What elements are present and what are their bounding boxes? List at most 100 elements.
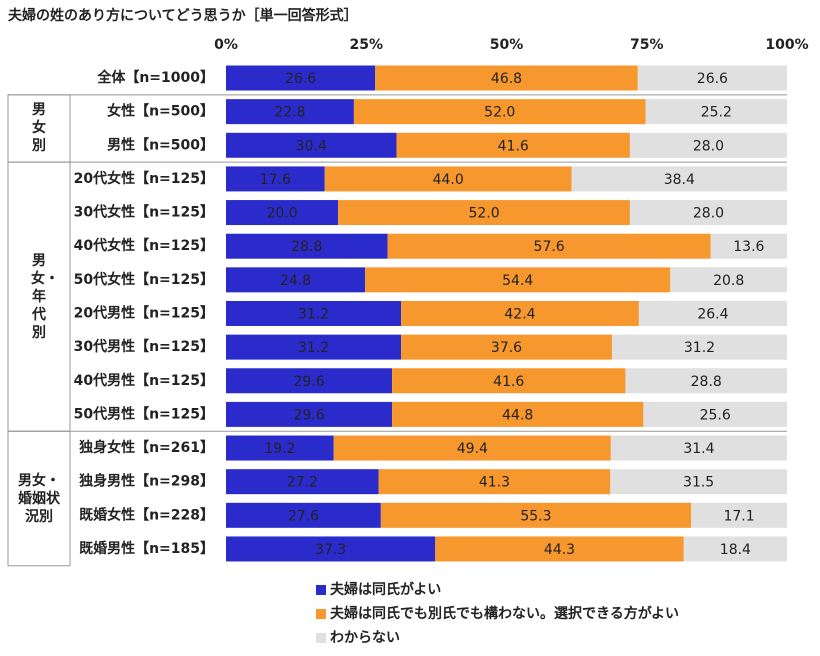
bar-segment bbox=[643, 401, 787, 427]
bar-segment bbox=[324, 166, 572, 192]
bar-segment bbox=[710, 233, 787, 259]
data-label: 20.8 bbox=[713, 273, 744, 289]
data-label: 31.2 bbox=[298, 340, 329, 356]
data-label: 57.6 bbox=[534, 239, 565, 255]
bar-segment bbox=[226, 99, 354, 125]
legend-label: わからない bbox=[330, 630, 400, 646]
data-label: 37.3 bbox=[315, 542, 346, 558]
x-tick-label: 25% bbox=[349, 37, 383, 53]
bar-segment bbox=[226, 132, 397, 158]
data-label: 30.4 bbox=[296, 138, 327, 154]
bar-segment bbox=[226, 469, 379, 495]
bar-segment bbox=[670, 267, 787, 293]
data-label: 31.4 bbox=[683, 441, 714, 457]
bar-segment bbox=[378, 469, 611, 495]
legend-swatch bbox=[316, 633, 326, 643]
chart-title: 夫婦の姓のあり方についてどう思うか［単一回答形式］ bbox=[8, 7, 358, 24]
bar-segment bbox=[637, 65, 787, 91]
bar-segment bbox=[401, 334, 612, 360]
y-tick-label: 20代男性【n=125】 bbox=[74, 304, 214, 321]
data-label: 20.0 bbox=[267, 206, 298, 222]
data-label: 24.8 bbox=[280, 273, 311, 289]
data-label: 27.2 bbox=[287, 475, 318, 491]
data-label: 54.4 bbox=[502, 273, 533, 289]
data-label: 18.4 bbox=[720, 542, 751, 558]
bar-segment bbox=[683, 536, 787, 562]
y-tick-label: 30代女性【n=125】 bbox=[74, 204, 214, 221]
data-label: 29.6 bbox=[293, 407, 324, 423]
data-label: 28.0 bbox=[693, 138, 724, 154]
data-label: 31.2 bbox=[298, 306, 329, 322]
data-label: 13.6 bbox=[733, 239, 764, 255]
data-label: 46.8 bbox=[491, 71, 522, 87]
y-tick-label: 男性【n=500】 bbox=[107, 136, 214, 153]
data-label: 52.0 bbox=[468, 206, 499, 222]
y-tick-label: 独身女性【n=261】 bbox=[79, 439, 214, 456]
data-label: 49.4 bbox=[457, 441, 488, 457]
bar-segment bbox=[435, 536, 684, 562]
bar-segment bbox=[401, 300, 639, 326]
data-label: 41.6 bbox=[498, 138, 529, 154]
bar-segment bbox=[611, 334, 787, 360]
y-tick-label: 30代男性【n=125】 bbox=[74, 338, 214, 355]
bar-segment bbox=[392, 368, 626, 394]
y-tick-label: 50代女性【n=125】 bbox=[74, 271, 214, 288]
y-tick-label: 既婚女性【n=228】 bbox=[79, 506, 214, 523]
data-label: 44.8 bbox=[502, 407, 533, 423]
bar-segment bbox=[353, 99, 646, 125]
bar-segment bbox=[396, 132, 630, 158]
data-label: 38.4 bbox=[664, 172, 695, 188]
bar-segment bbox=[365, 267, 671, 293]
data-label: 26.6 bbox=[285, 71, 316, 87]
data-label: 26.4 bbox=[697, 306, 728, 322]
bar-segment bbox=[610, 435, 787, 461]
bar-segment bbox=[387, 233, 711, 259]
data-label: 42.4 bbox=[504, 306, 535, 322]
x-tick-label: 50% bbox=[490, 37, 524, 53]
bar-segment bbox=[610, 469, 787, 495]
data-label: 55.3 bbox=[520, 508, 551, 524]
y-tick-label: 50代男性【n=125】 bbox=[74, 405, 214, 422]
bar-segment bbox=[392, 401, 644, 427]
data-label: 44.0 bbox=[433, 172, 464, 188]
y-tick-label: 40代男性【n=125】 bbox=[74, 372, 214, 389]
legend-label: 夫婦は同氏がよい bbox=[330, 581, 441, 598]
bar-segment bbox=[333, 435, 611, 461]
data-label: 27.6 bbox=[288, 508, 319, 524]
data-label: 17.6 bbox=[260, 172, 291, 188]
x-tick-label: 0% bbox=[214, 37, 238, 53]
data-label: 25.2 bbox=[701, 105, 732, 121]
bar-segment bbox=[226, 65, 376, 91]
bar-segment bbox=[629, 132, 787, 158]
group-box bbox=[7, 430, 71, 567]
data-label: 22.8 bbox=[274, 105, 305, 121]
bar-segment bbox=[226, 200, 339, 226]
bar-segment bbox=[338, 200, 630, 226]
bar-segment bbox=[226, 368, 393, 394]
bar-segment bbox=[629, 200, 787, 226]
data-label: 28.8 bbox=[691, 374, 722, 390]
bar-segment bbox=[380, 502, 692, 528]
bar-segment bbox=[375, 65, 638, 91]
bar-segment bbox=[638, 300, 787, 326]
data-label: 41.6 bbox=[493, 374, 524, 390]
data-label: 52.0 bbox=[484, 105, 515, 121]
group-label: 男女・婚姻状況別 bbox=[18, 472, 60, 525]
data-label: 28.8 bbox=[291, 239, 322, 255]
data-label: 28.0 bbox=[693, 206, 724, 222]
data-label: 31.5 bbox=[683, 475, 714, 491]
legend-label: 夫婦は同氏でも別氏でも構わない。選択できる方がよい bbox=[330, 605, 679, 622]
y-tick-label: 全体【n=1000】 bbox=[96, 69, 214, 86]
data-label: 17.1 bbox=[723, 508, 754, 524]
bar-segment bbox=[226, 300, 402, 326]
bar-segment bbox=[625, 368, 787, 394]
legend-swatch bbox=[316, 585, 326, 595]
x-tick-label: 75% bbox=[630, 37, 664, 53]
data-label: 29.6 bbox=[293, 374, 324, 390]
data-label: 37.6 bbox=[491, 340, 522, 356]
data-label: 44.3 bbox=[544, 542, 575, 558]
y-tick-label: 40代女性【n=125】 bbox=[74, 237, 214, 254]
bar-segment bbox=[226, 267, 366, 293]
legend-swatch bbox=[316, 609, 326, 619]
y-tick-label: 独身男性【n=298】 bbox=[79, 473, 214, 490]
